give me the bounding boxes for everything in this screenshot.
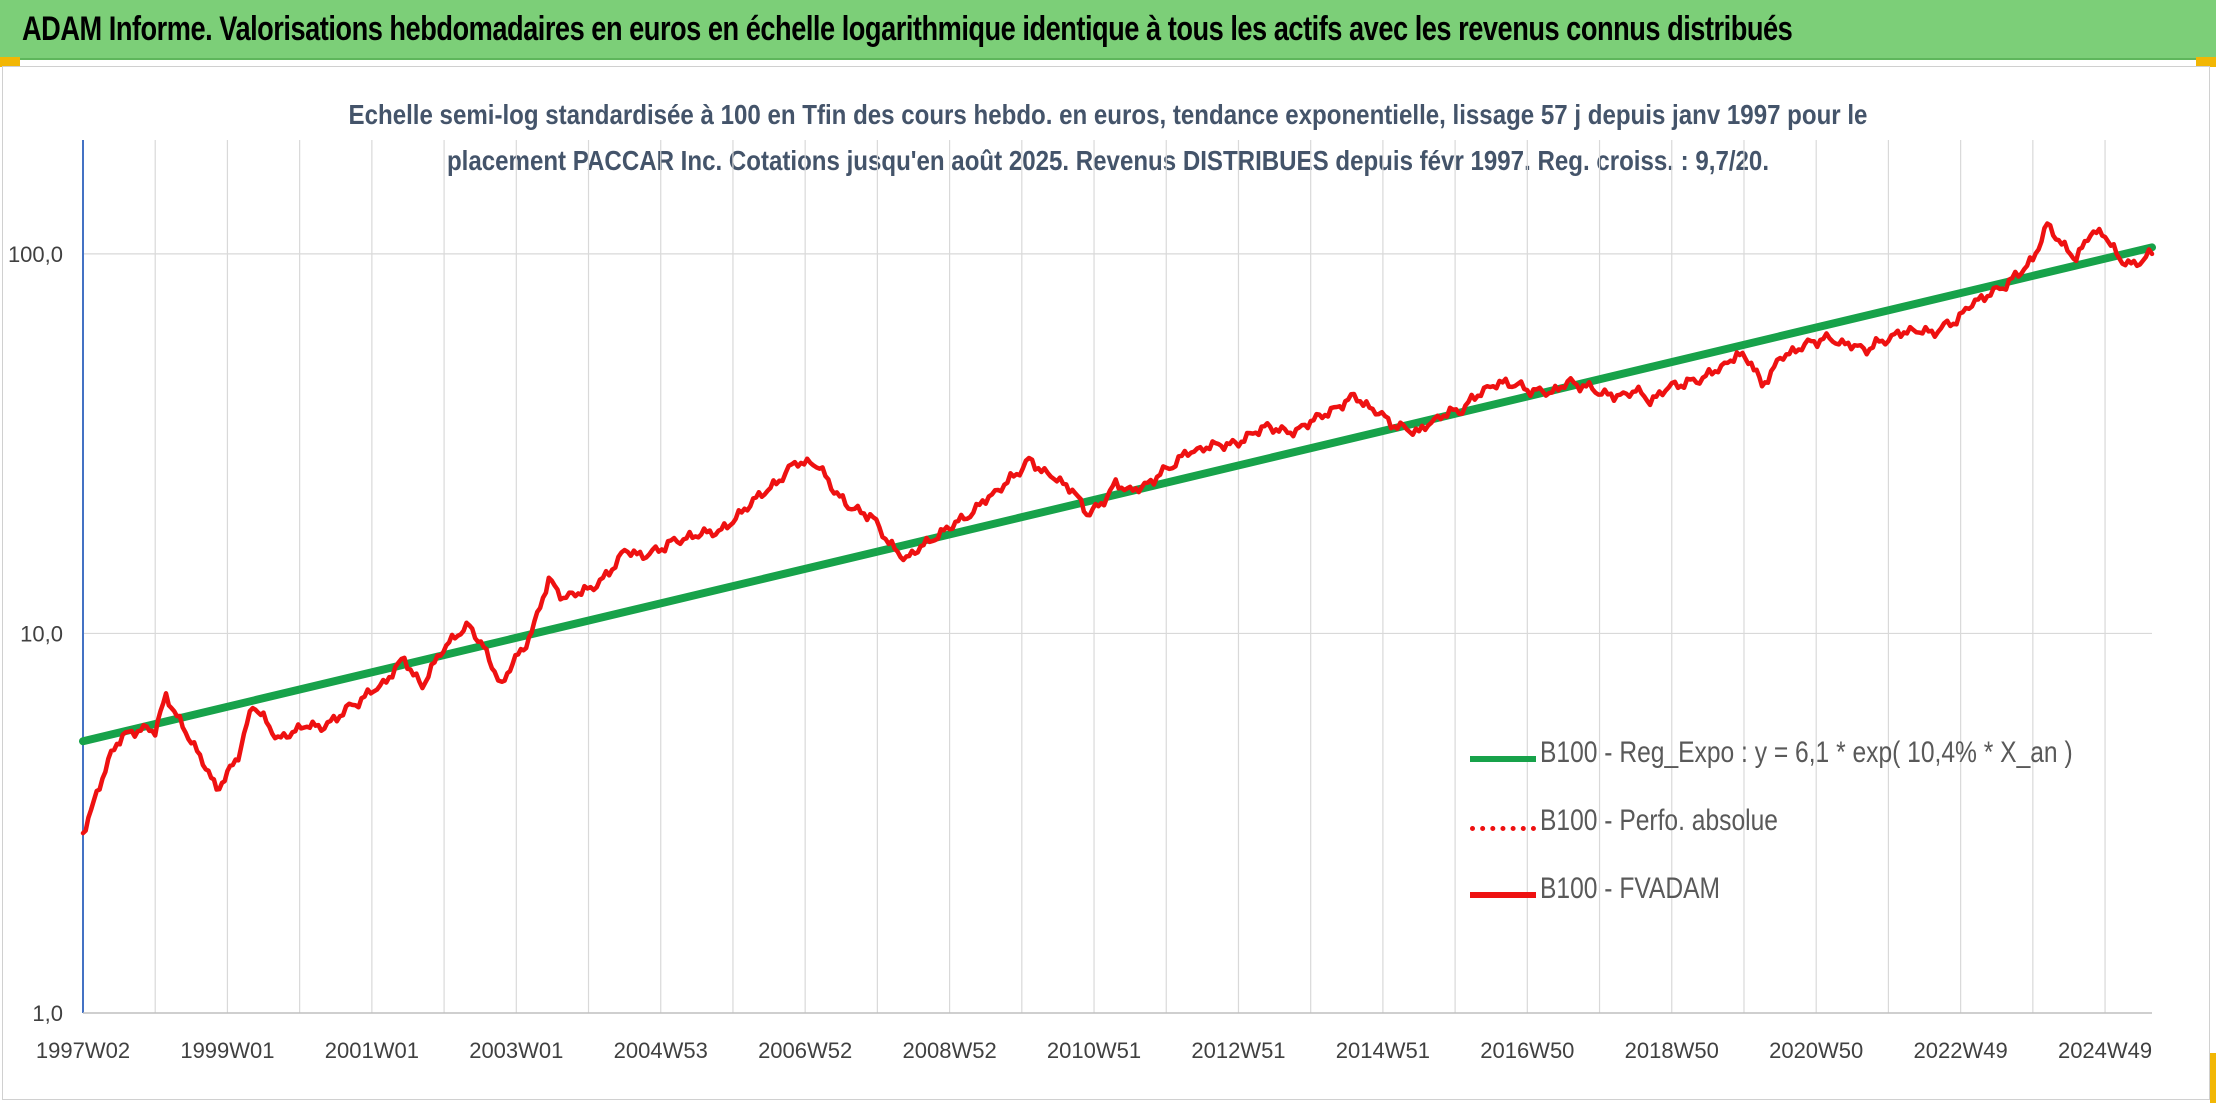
legend-swatch-perfo bbox=[1470, 826, 1536, 831]
legend: B100 - Reg_Expo : y = 6,1 * exp( 10,4% *… bbox=[1470, 730, 2210, 934]
x-tick-label: 2014W51 bbox=[1336, 1038, 1430, 1063]
x-tick-label: 2016W50 bbox=[1480, 1038, 1574, 1063]
x-tick-label: 2008W52 bbox=[903, 1038, 997, 1063]
legend-label-fvadam: B100 - FVADAM bbox=[1540, 872, 1721, 905]
corner-marker-bottom-right bbox=[2210, 1053, 2216, 1103]
x-tick-label: 2003W01 bbox=[469, 1038, 563, 1063]
y-tick-label: 100,0 bbox=[8, 242, 63, 267]
x-tick-label: 2010W51 bbox=[1047, 1038, 1141, 1063]
legend-item-regression: B100 - Reg_Expo : y = 6,1 * exp( 10,4% *… bbox=[1470, 730, 2210, 798]
x-tick-label: 2018W50 bbox=[1625, 1038, 1719, 1063]
series-lines bbox=[79, 221, 2156, 836]
tick-labels: 1,0 10,0 100,0 1997W02 1999W01 2001W01 2003W01… bbox=[8, 242, 2152, 1063]
x-tick-label: 2004W53 bbox=[614, 1038, 708, 1063]
x-tick-label: 2020W50 bbox=[1769, 1038, 1863, 1063]
report-banner: ADAM Informe. Valorisations hebdomadaire… bbox=[0, 0, 2216, 60]
y-tick-label: 10,0 bbox=[20, 621, 63, 646]
legend-swatch-regression bbox=[1470, 756, 1536, 762]
series-line-fvadam bbox=[80, 221, 2155, 836]
legend-swatch-fvadam bbox=[1470, 892, 1536, 898]
corner-marker-right bbox=[2196, 57, 2216, 67]
legend-label-perfo: B100 - Perfo. absolue bbox=[1540, 804, 1778, 837]
legend-label-regression: B100 - Reg_Expo : y = 6,1 * exp( 10,4% *… bbox=[1540, 736, 2073, 769]
x-tick-label: 2001W01 bbox=[325, 1038, 419, 1063]
x-tick-label: 2022W49 bbox=[1914, 1038, 2008, 1063]
banner-title: ADAM Informe. Valorisations hebdomadaire… bbox=[22, 10, 1793, 48]
chart-title-line-1: Echelle semi-log standardisée à 100 en T… bbox=[348, 99, 1868, 130]
x-tick-label: 2024W49 bbox=[2058, 1038, 2152, 1063]
y-tick-label: 1,0 bbox=[32, 1001, 63, 1026]
chart-title-line-2: placement PACCAR Inc. Cotations jusqu'en… bbox=[446, 145, 1770, 176]
x-tick-label: 1997W02 bbox=[36, 1038, 130, 1063]
axes bbox=[82, 140, 2152, 1014]
legend-item-perfo: B100 - Perfo. absolue bbox=[1470, 798, 2210, 866]
x-tick-label: 1999W01 bbox=[180, 1038, 274, 1063]
x-tick-label: 2006W52 bbox=[758, 1038, 852, 1063]
x-tick-label: 2012W51 bbox=[1191, 1038, 1285, 1063]
chart-frame bbox=[2, 66, 2210, 1100]
series-line-regression bbox=[79, 243, 2156, 746]
corner-marker-left bbox=[0, 57, 20, 67]
grid bbox=[83, 140, 2152, 1013]
chart-title: Echelle semi-log standardisée à 100 en T… bbox=[0, 92, 2216, 184]
legend-item-fvadam: B100 - FVADAM bbox=[1470, 866, 2210, 934]
